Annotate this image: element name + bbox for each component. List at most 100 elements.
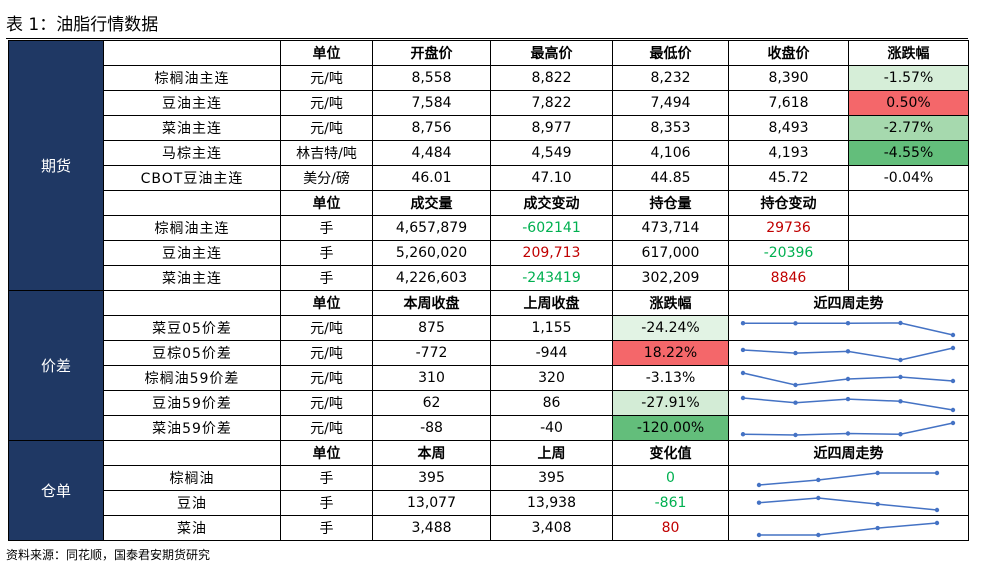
cell: 8,232 xyxy=(612,65,729,91)
trend-point xyxy=(816,495,821,501)
trend-point xyxy=(845,349,851,354)
trend-cell xyxy=(728,490,969,516)
row-label: 豆油59价差 xyxy=(103,390,281,416)
cell: 8,822 xyxy=(490,65,613,91)
cell: 617,000 xyxy=(612,240,729,266)
data-row: 菜油主连手 4,226,603 -243419 302,209 8846 xyxy=(9,265,969,291)
trend-point xyxy=(845,396,851,402)
cell: -243419 xyxy=(490,265,613,291)
trend-point xyxy=(756,482,762,488)
column-header: 近四周走势 xyxy=(728,290,969,316)
column-header: 持仓量 xyxy=(612,190,729,216)
trend-line xyxy=(759,522,938,536)
trend-line xyxy=(758,497,938,511)
table-title: 表 1：油脂行情数据 xyxy=(6,15,159,35)
cell: 4,657,879 xyxy=(372,215,491,241)
title-rule xyxy=(6,38,968,39)
row-label: 棕榈油 xyxy=(103,465,281,491)
sparkline xyxy=(740,370,956,388)
column-header: 单位 xyxy=(280,190,373,216)
cell: 美分/磅 xyxy=(280,165,373,191)
sparkline xyxy=(756,520,940,538)
cell: 手 xyxy=(280,465,373,491)
column-header: 最高价 xyxy=(490,40,613,66)
cell: 62 xyxy=(372,390,491,416)
cell: 5,260,020 xyxy=(372,240,491,266)
column-header: 单位 xyxy=(280,440,373,466)
cell: -602141 xyxy=(490,215,613,241)
trend-point xyxy=(845,321,851,326)
data-row: 菜油主连 元/吨 8,756 8,977 8,353 8,493 -2.77% xyxy=(9,115,969,141)
data-row: 棕榈油59价差 元/吨 310 320 -3.13% xyxy=(9,365,969,391)
trend-point xyxy=(950,420,956,426)
trend-point xyxy=(740,347,746,353)
trend-point xyxy=(740,395,746,401)
row-label: 豆油 xyxy=(103,490,281,516)
cell: -120.00% xyxy=(612,415,729,441)
cell: 8,977 xyxy=(490,115,613,141)
data-row: 菜油手 3,488 3,408 80 xyxy=(9,515,969,541)
empty-cell xyxy=(848,215,969,241)
row-label: 菜油59价差 xyxy=(103,415,281,441)
cell: 0 xyxy=(612,465,729,491)
sparkline xyxy=(756,495,940,513)
cell: -2.77% xyxy=(848,115,969,141)
cell: 209,713 xyxy=(490,240,613,266)
trend-point xyxy=(756,500,762,505)
cell: 8,353 xyxy=(612,115,729,141)
row-label: 豆棕05价差 xyxy=(103,340,281,366)
trend-point xyxy=(934,507,940,513)
column-header: 本周收盘 xyxy=(372,290,491,316)
column-header: 成交变动 xyxy=(490,190,613,216)
data-row: 豆油主连 元/吨 7,584 7,822 7,494 7,618 0.50% xyxy=(9,90,969,116)
cell: 473,714 xyxy=(612,215,729,241)
column-header: 本周 xyxy=(372,440,491,466)
empty-cell xyxy=(848,265,969,291)
cell: 元/吨 xyxy=(280,65,373,91)
trend-point xyxy=(898,374,903,380)
trend-point xyxy=(740,370,746,376)
column-header: 最低价 xyxy=(612,40,729,66)
trend-point xyxy=(934,520,940,526)
header-row: 单位 成交量 成交变动 持仓量 持仓变动 xyxy=(9,190,969,216)
row-label: CBOT豆油主连 xyxy=(103,165,281,191)
cell: 8846 xyxy=(728,265,849,291)
cell: 47.10 xyxy=(490,165,613,191)
trend-cell xyxy=(728,340,969,366)
header-blank xyxy=(103,440,281,466)
trend-point xyxy=(950,407,956,413)
cell: -0.04% xyxy=(848,165,969,191)
trend-point xyxy=(875,501,880,507)
cell: -861 xyxy=(612,490,729,516)
cell: 8,558 xyxy=(372,65,491,91)
trend-point xyxy=(756,532,762,538)
cell: 44.85 xyxy=(612,165,729,191)
trend-point xyxy=(845,431,851,436)
cell: 林吉特/吨 xyxy=(280,140,373,166)
cell: 4,549 xyxy=(490,140,613,166)
data-row: 豆油59价差 元/吨 62 86 -27.91% xyxy=(9,390,969,416)
cell: -944 xyxy=(490,340,613,366)
column-header: 开盘价 xyxy=(372,40,491,66)
header-row: 仓单 单位 本周 上周 变化值 近四周走势 xyxy=(8,440,969,541)
cell: 4,106 xyxy=(612,140,729,166)
cell: -1.57% xyxy=(848,65,969,91)
cell: 7,618 xyxy=(728,90,849,116)
cell: 8,390 xyxy=(728,65,849,91)
data-row: 菜豆05价差 元/吨 875 1,155 -24.24% xyxy=(9,315,969,341)
cell: 0.50% xyxy=(848,90,969,116)
cell: 元/吨 xyxy=(280,115,373,141)
trend-cell xyxy=(728,415,969,441)
trend-point xyxy=(793,382,798,388)
trend-point xyxy=(898,357,903,363)
cell: -88 xyxy=(372,415,491,441)
row-label: 菜油 xyxy=(103,515,281,541)
column-header: 单位 xyxy=(280,290,373,316)
section-label: 仓单 xyxy=(8,440,104,541)
trend-cell xyxy=(728,315,969,341)
cell: -20396 xyxy=(728,240,849,266)
sparkline xyxy=(740,320,956,338)
cell: 元/吨 xyxy=(280,390,373,416)
trend-cell xyxy=(728,365,969,391)
